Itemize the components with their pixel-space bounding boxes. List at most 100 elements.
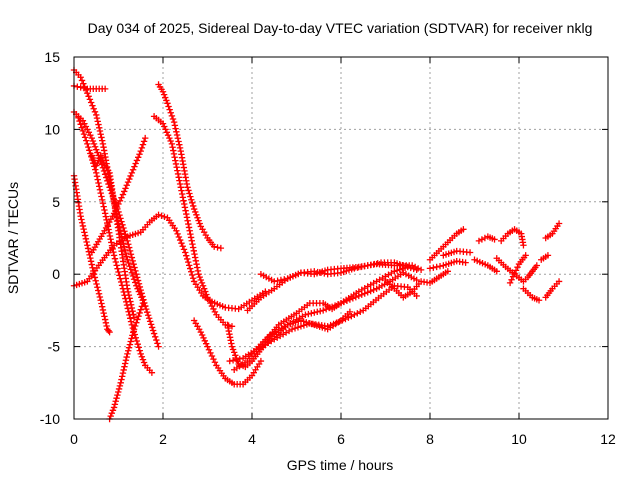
data-point — [327, 321, 334, 329]
data-point — [161, 123, 168, 130]
data-point — [466, 249, 474, 256]
data-point — [190, 247, 198, 255]
data-point — [79, 222, 87, 230]
data-point — [93, 114, 101, 122]
data-point — [127, 338, 134, 345]
data-point — [185, 258, 192, 266]
data-point — [77, 74, 84, 81]
data-point — [174, 230, 181, 238]
data-point — [91, 108, 99, 116]
data-point — [189, 240, 196, 248]
data-point — [257, 357, 265, 365]
data-point — [126, 175, 133, 183]
data-point — [98, 303, 106, 310]
data-point — [76, 117, 83, 125]
x-tick-labels: 0 2 4 6 8 10 12 — [70, 431, 616, 447]
data-point — [155, 211, 162, 219]
data-point — [194, 214, 201, 221]
x-tick-label: 12 — [600, 431, 616, 447]
data-point — [90, 105, 97, 112]
x-tick-label: 4 — [248, 431, 256, 447]
data-point — [117, 275, 124, 282]
data-point — [108, 242, 116, 249]
data-point — [193, 211, 200, 219]
series-arc-30 — [542, 220, 563, 242]
data-point — [84, 245, 92, 252]
data-point — [330, 320, 337, 328]
data-point — [409, 262, 416, 269]
data-point — [291, 325, 299, 332]
data-point — [122, 357, 130, 364]
data-point — [188, 271, 196, 279]
data-point — [325, 304, 333, 312]
data-point — [175, 138, 182, 145]
data-point — [78, 77, 86, 84]
data-point — [115, 388, 122, 396]
data-point — [176, 236, 184, 244]
data-point — [493, 268, 500, 275]
data-point — [138, 303, 146, 310]
data-point — [134, 316, 141, 323]
data-point — [96, 124, 103, 131]
series-arc-29 — [542, 278, 563, 301]
data-point — [127, 315, 134, 322]
data-point — [303, 321, 311, 328]
data-point — [182, 249, 189, 256]
data-point — [183, 252, 190, 259]
data-point — [229, 346, 237, 353]
data-point — [233, 356, 240, 363]
chart-title: Day 034 of 2025, Sidereal Day-to-day VTE… — [88, 20, 593, 36]
data-point — [205, 346, 213, 353]
data-point — [74, 83, 81, 90]
data-point — [171, 154, 178, 161]
data-point — [93, 173, 101, 180]
data-point — [462, 259, 469, 266]
data-point — [339, 317, 346, 324]
data-point — [186, 190, 193, 197]
x-axis-label: GPS time / hours — [287, 457, 394, 473]
data-point — [94, 176, 101, 183]
data-point — [184, 255, 191, 263]
data-point — [508, 276, 515, 283]
data-point — [170, 118, 178, 126]
data-point — [130, 311, 137, 318]
data-point — [96, 183, 103, 190]
data-point — [125, 244, 133, 251]
data-point — [114, 391, 121, 399]
data-point — [137, 306, 144, 313]
data-point — [162, 126, 169, 133]
data-point — [322, 305, 330, 313]
data-point — [123, 182, 130, 189]
data-point — [179, 243, 186, 250]
data-point — [204, 343, 211, 350]
data-point — [186, 262, 193, 269]
data-point — [178, 239, 185, 247]
data-point — [78, 124, 85, 131]
data-point — [77, 84, 84, 91]
data-point — [127, 172, 134, 180]
x-tick-label: 6 — [337, 431, 345, 447]
x-tick-label: 2 — [159, 431, 167, 447]
data-point — [106, 232, 114, 240]
series-arc-10 — [155, 81, 225, 252]
data-point — [187, 193, 194, 200]
data-point — [211, 308, 219, 316]
y-tick-label: 10 — [44, 121, 60, 137]
data-point — [128, 169, 136, 177]
data-point — [106, 328, 113, 336]
data-point — [100, 309, 107, 317]
data-point — [119, 369, 127, 377]
data-point — [125, 259, 132, 267]
data-point — [129, 308, 136, 315]
series-arc-21 — [426, 257, 469, 272]
data-point — [150, 330, 158, 337]
data-point — [139, 356, 147, 363]
y-tick-label: -10 — [40, 411, 60, 427]
data-point — [193, 260, 200, 268]
data-point — [183, 214, 191, 221]
data-point — [133, 319, 140, 326]
data-point — [202, 288, 209, 295]
data-point — [109, 407, 117, 414]
data-point — [94, 287, 102, 294]
series-arc-27 — [506, 252, 529, 287]
